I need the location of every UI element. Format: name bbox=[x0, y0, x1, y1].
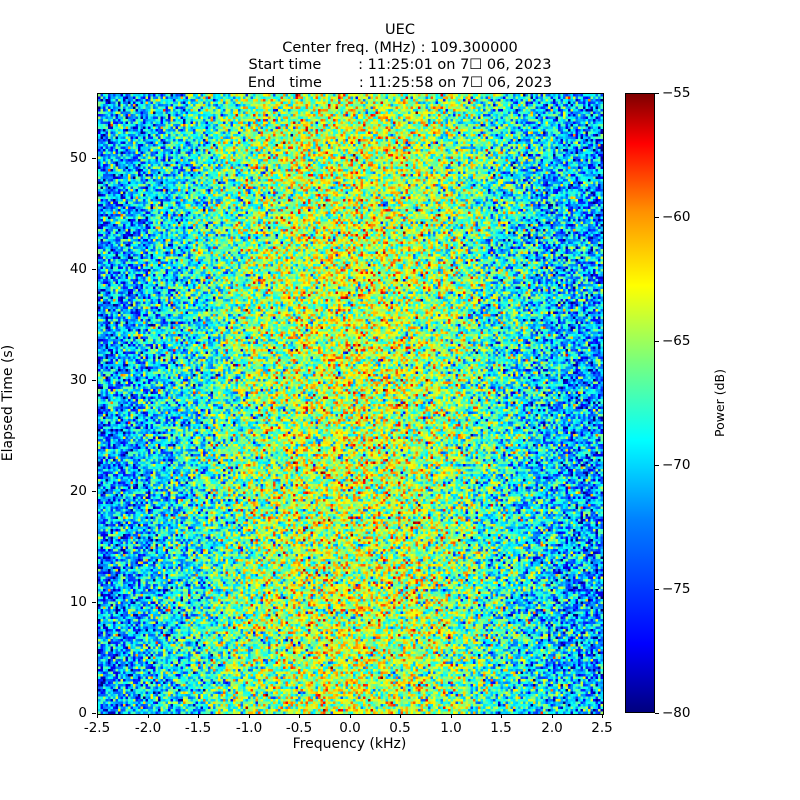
x-tick-label: 0.5 bbox=[389, 720, 411, 736]
title-line-end-time: End time : 11:25:58 on 7☐ 06, 2023 bbox=[247, 74, 553, 91]
x-tick-label: 2.5 bbox=[591, 720, 613, 736]
y-tick-label: 0 bbox=[78, 705, 87, 721]
colorbar-tick-label: −75 bbox=[662, 581, 691, 597]
colorbar-tick-label: −65 bbox=[662, 333, 691, 349]
x-tick-label: -2.5 bbox=[83, 720, 111, 736]
colorbar-tick-label: −70 bbox=[662, 457, 691, 473]
x-tick-mark bbox=[198, 714, 199, 718]
x-axis-label: Frequency (kHz) bbox=[292, 736, 407, 752]
x-tick-mark bbox=[501, 714, 502, 718]
y-tick-label: 20 bbox=[69, 483, 87, 499]
y-tick-mark bbox=[92, 158, 96, 159]
title-line-station: UEC bbox=[385, 22, 415, 38]
colorbar-tick-label: −80 bbox=[662, 705, 691, 721]
x-tick-mark bbox=[602, 714, 603, 718]
x-tick-mark bbox=[400, 714, 401, 718]
y-tick-mark bbox=[92, 269, 96, 270]
y-tick-mark bbox=[92, 491, 96, 492]
x-tick-mark bbox=[148, 714, 149, 718]
x-tick-mark bbox=[299, 714, 300, 718]
colorbar-tick-mark bbox=[655, 217, 659, 218]
x-tick-label: -1.0 bbox=[235, 720, 263, 736]
x-tick-label: 0.0 bbox=[339, 720, 361, 736]
colorbar-tick-mark bbox=[655, 589, 659, 590]
figure-title: UEC Center freq. (MHz) : 109.300000 Star… bbox=[0, 22, 800, 92]
x-tick-label: 1.5 bbox=[490, 720, 512, 736]
x-tick-label: 2.0 bbox=[541, 720, 563, 736]
x-tick-mark bbox=[451, 714, 452, 718]
x-tick-mark bbox=[97, 714, 98, 718]
colorbar-tick-label: −55 bbox=[662, 85, 691, 101]
x-tick-label: -0.5 bbox=[285, 720, 313, 736]
colorbar-tick-mark bbox=[655, 465, 659, 466]
y-tick-mark bbox=[92, 380, 96, 381]
x-tick-mark bbox=[350, 714, 351, 718]
y-tick-label: 10 bbox=[69, 594, 87, 610]
x-tick-label: -2.0 bbox=[134, 720, 162, 736]
y-tick-label: 50 bbox=[69, 150, 87, 166]
title-line-start-time: Start time : 11:25:01 on 7☐ 06, 2023 bbox=[248, 57, 552, 73]
spectrogram-image bbox=[98, 94, 603, 714]
spectrogram-plot-area bbox=[97, 93, 604, 715]
colorbar-tick-label: −60 bbox=[662, 209, 691, 225]
x-tick-mark bbox=[552, 714, 553, 718]
y-tick-mark bbox=[92, 713, 96, 714]
colorbar-gradient bbox=[625, 93, 655, 713]
colorbar-tick-mark bbox=[655, 93, 659, 94]
y-tick-mark bbox=[92, 602, 96, 603]
x-tick-label: -1.5 bbox=[184, 720, 212, 736]
title-line-center-freq: Center freq. (MHz) : 109.300000 bbox=[282, 39, 518, 56]
x-tick-mark bbox=[249, 714, 250, 718]
colorbar-tick-mark bbox=[655, 341, 659, 342]
colorbar-label: Power (dB) bbox=[712, 368, 727, 438]
colorbar bbox=[625, 93, 655, 713]
colorbar-tick-mark bbox=[655, 713, 659, 714]
y-axis-label: Elapsed Time (s) bbox=[0, 344, 16, 462]
x-tick-label: 1.0 bbox=[440, 720, 462, 736]
y-tick-label: 40 bbox=[69, 261, 87, 277]
y-tick-label: 30 bbox=[69, 372, 87, 388]
